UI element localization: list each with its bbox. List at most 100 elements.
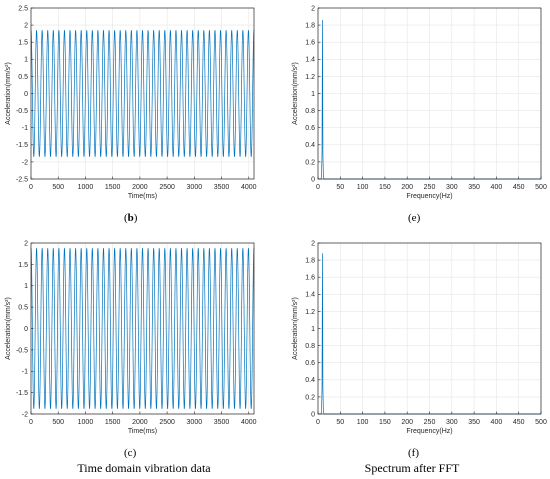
- y-tick-label: -2: [22, 159, 28, 166]
- x-tick-label: 500: [535, 184, 547, 191]
- y-tick-label: 1.2: [305, 309, 315, 316]
- x-tick-label: 450: [513, 419, 525, 426]
- caption-f: (f): [408, 447, 420, 459]
- x-tick-label: 2000: [132, 184, 148, 191]
- y-axis-label: Acceleration(mm/s²): [5, 62, 12, 125]
- series-line: [30, 248, 255, 409]
- y-tick-label: 0.5: [18, 305, 28, 312]
- y-tick-label: 1.6: [305, 275, 315, 282]
- chart-panel-c: 0 500 1000 1500 2000 2500 3000 3500 4000 -2 -1.5 -1…: [5, 240, 257, 435]
- y-tick-label: 0: [311, 176, 315, 183]
- series-line: [318, 253, 541, 415]
- y-tick-label: 1.4: [305, 57, 315, 64]
- y-tick-label: 0: [24, 91, 28, 98]
- y-tick-label: 0.8: [305, 108, 315, 115]
- y-axis-label: Acceleration(mm/s²): [5, 297, 12, 360]
- y-tick-label: 2: [24, 240, 28, 247]
- y-tick-label: -1: [22, 369, 28, 376]
- caption-e: (e): [408, 212, 421, 224]
- y-tick-label: 0.4: [305, 377, 315, 384]
- x-tick-label: 400: [491, 184, 503, 191]
- y-tick-label: 1: [311, 326, 315, 333]
- y-tick-label: 1.2: [305, 74, 315, 81]
- x-tick-label: 350: [468, 184, 480, 191]
- y-tick-label: 2: [311, 240, 315, 247]
- caption-spectrum: Spectrum after FFT: [364, 461, 460, 475]
- chart-panel-f: 0 50 100 150 200 250 300 350 400 450 500 0 0.2 0.4 0.6…: [292, 240, 547, 435]
- x-tick-label: 1500: [105, 419, 121, 426]
- chart-panel-b: 0 500 1000 1500 2000 2500 3000 3500 4000 -2.5 -2 -1…: [5, 5, 257, 200]
- x-tick-label: 0: [29, 184, 33, 191]
- y-tick-label: 0.6: [305, 125, 315, 132]
- y-tick-label: 0.8: [305, 343, 315, 350]
- y-tick-label: -0.5: [16, 347, 28, 354]
- x-tick-label: 3500: [214, 419, 230, 426]
- x-tick-label: 50: [336, 184, 344, 191]
- x-tick-label: 350: [468, 419, 480, 426]
- y-tick-label: 1.5: [18, 262, 28, 269]
- series-line: [318, 19, 541, 180]
- x-tick-label: 150: [379, 184, 391, 191]
- y-tick-label: 0.2: [305, 394, 315, 401]
- y-tick-label: 0: [24, 326, 28, 333]
- x-tick-label: 2500: [159, 419, 175, 426]
- y-axis-label: Acceleration(mm/s²): [292, 62, 299, 125]
- y-tick-label: -2.5: [16, 176, 28, 183]
- caption-b: (b): [124, 212, 138, 224]
- x-tick-label: 3000: [187, 184, 203, 191]
- y-tick-label: 1.6: [305, 40, 315, 47]
- y-tick-label: 0: [311, 411, 315, 418]
- x-tick-label: 4000: [241, 184, 257, 191]
- x-tick-label: 200: [401, 184, 413, 191]
- x-tick-label: 500: [52, 184, 64, 191]
- x-tick-label: 400: [491, 419, 503, 426]
- y-tick-label: 0.5: [18, 74, 28, 81]
- x-tick-label: 100: [357, 419, 369, 426]
- x-tick-label: 1500: [105, 184, 121, 191]
- series-line: [30, 30, 255, 157]
- x-tick-label: 250: [424, 184, 436, 191]
- y-tick-label: 1: [24, 57, 28, 64]
- x-tick-label: 50: [336, 419, 344, 426]
- y-tick-label: 0.2: [305, 159, 315, 166]
- y-tick-label: -1: [22, 125, 28, 132]
- x-tick-label: 2000: [132, 419, 148, 426]
- x-tick-label: 500: [535, 419, 547, 426]
- x-axis-label: Frequency(Hz): [406, 428, 452, 435]
- x-tick-label: 200: [401, 419, 413, 426]
- x-tick-label: 1000: [78, 184, 94, 191]
- y-tick-label: 1.8: [305, 23, 315, 30]
- y-tick-label: 1.8: [305, 258, 315, 265]
- y-tick-label: 1.5: [18, 40, 28, 47]
- y-tick-label: -1.5: [16, 142, 28, 149]
- x-tick-label: 100: [357, 184, 369, 191]
- x-tick-label: 450: [513, 184, 525, 191]
- x-tick-label: 500: [52, 419, 64, 426]
- caption-time-domain: Time domain vibration data: [77, 461, 211, 475]
- chart-panel-e: 0 50 100 150 200 250 300 350 400 450 500 0 0.2 0.4 0.6…: [292, 5, 547, 200]
- y-tick-label: 0.6: [305, 360, 315, 367]
- y-tick-label: 2.5: [18, 5, 28, 12]
- x-tick-label: 2500: [159, 184, 175, 191]
- x-tick-label: 4000: [241, 419, 257, 426]
- y-tick-label: -1.5: [16, 390, 28, 397]
- y-tick-label: -2: [22, 411, 28, 418]
- y-tick-label: 1: [24, 283, 28, 290]
- x-tick-label: 1000: [78, 419, 94, 426]
- x-tick-label: 250: [424, 419, 436, 426]
- y-tick-label: 1.4: [305, 292, 315, 299]
- x-tick-label: 3000: [187, 419, 203, 426]
- caption-c: (c): [124, 447, 137, 459]
- x-tick-label: 150: [379, 419, 391, 426]
- x-tick-label: 300: [446, 184, 458, 191]
- y-tick-label: 2: [311, 5, 315, 12]
- y-tick-label: -0.5: [16, 108, 28, 115]
- x-axis-label: Time(ms): [128, 193, 157, 200]
- y-tick-label: 1: [311, 91, 315, 98]
- x-tick-label: 300: [446, 419, 458, 426]
- x-tick-label: 0: [316, 184, 320, 191]
- x-tick-label: 0: [316, 419, 320, 426]
- x-axis-label: Frequency(Hz): [406, 193, 452, 200]
- y-tick-label: 0.4: [305, 142, 315, 149]
